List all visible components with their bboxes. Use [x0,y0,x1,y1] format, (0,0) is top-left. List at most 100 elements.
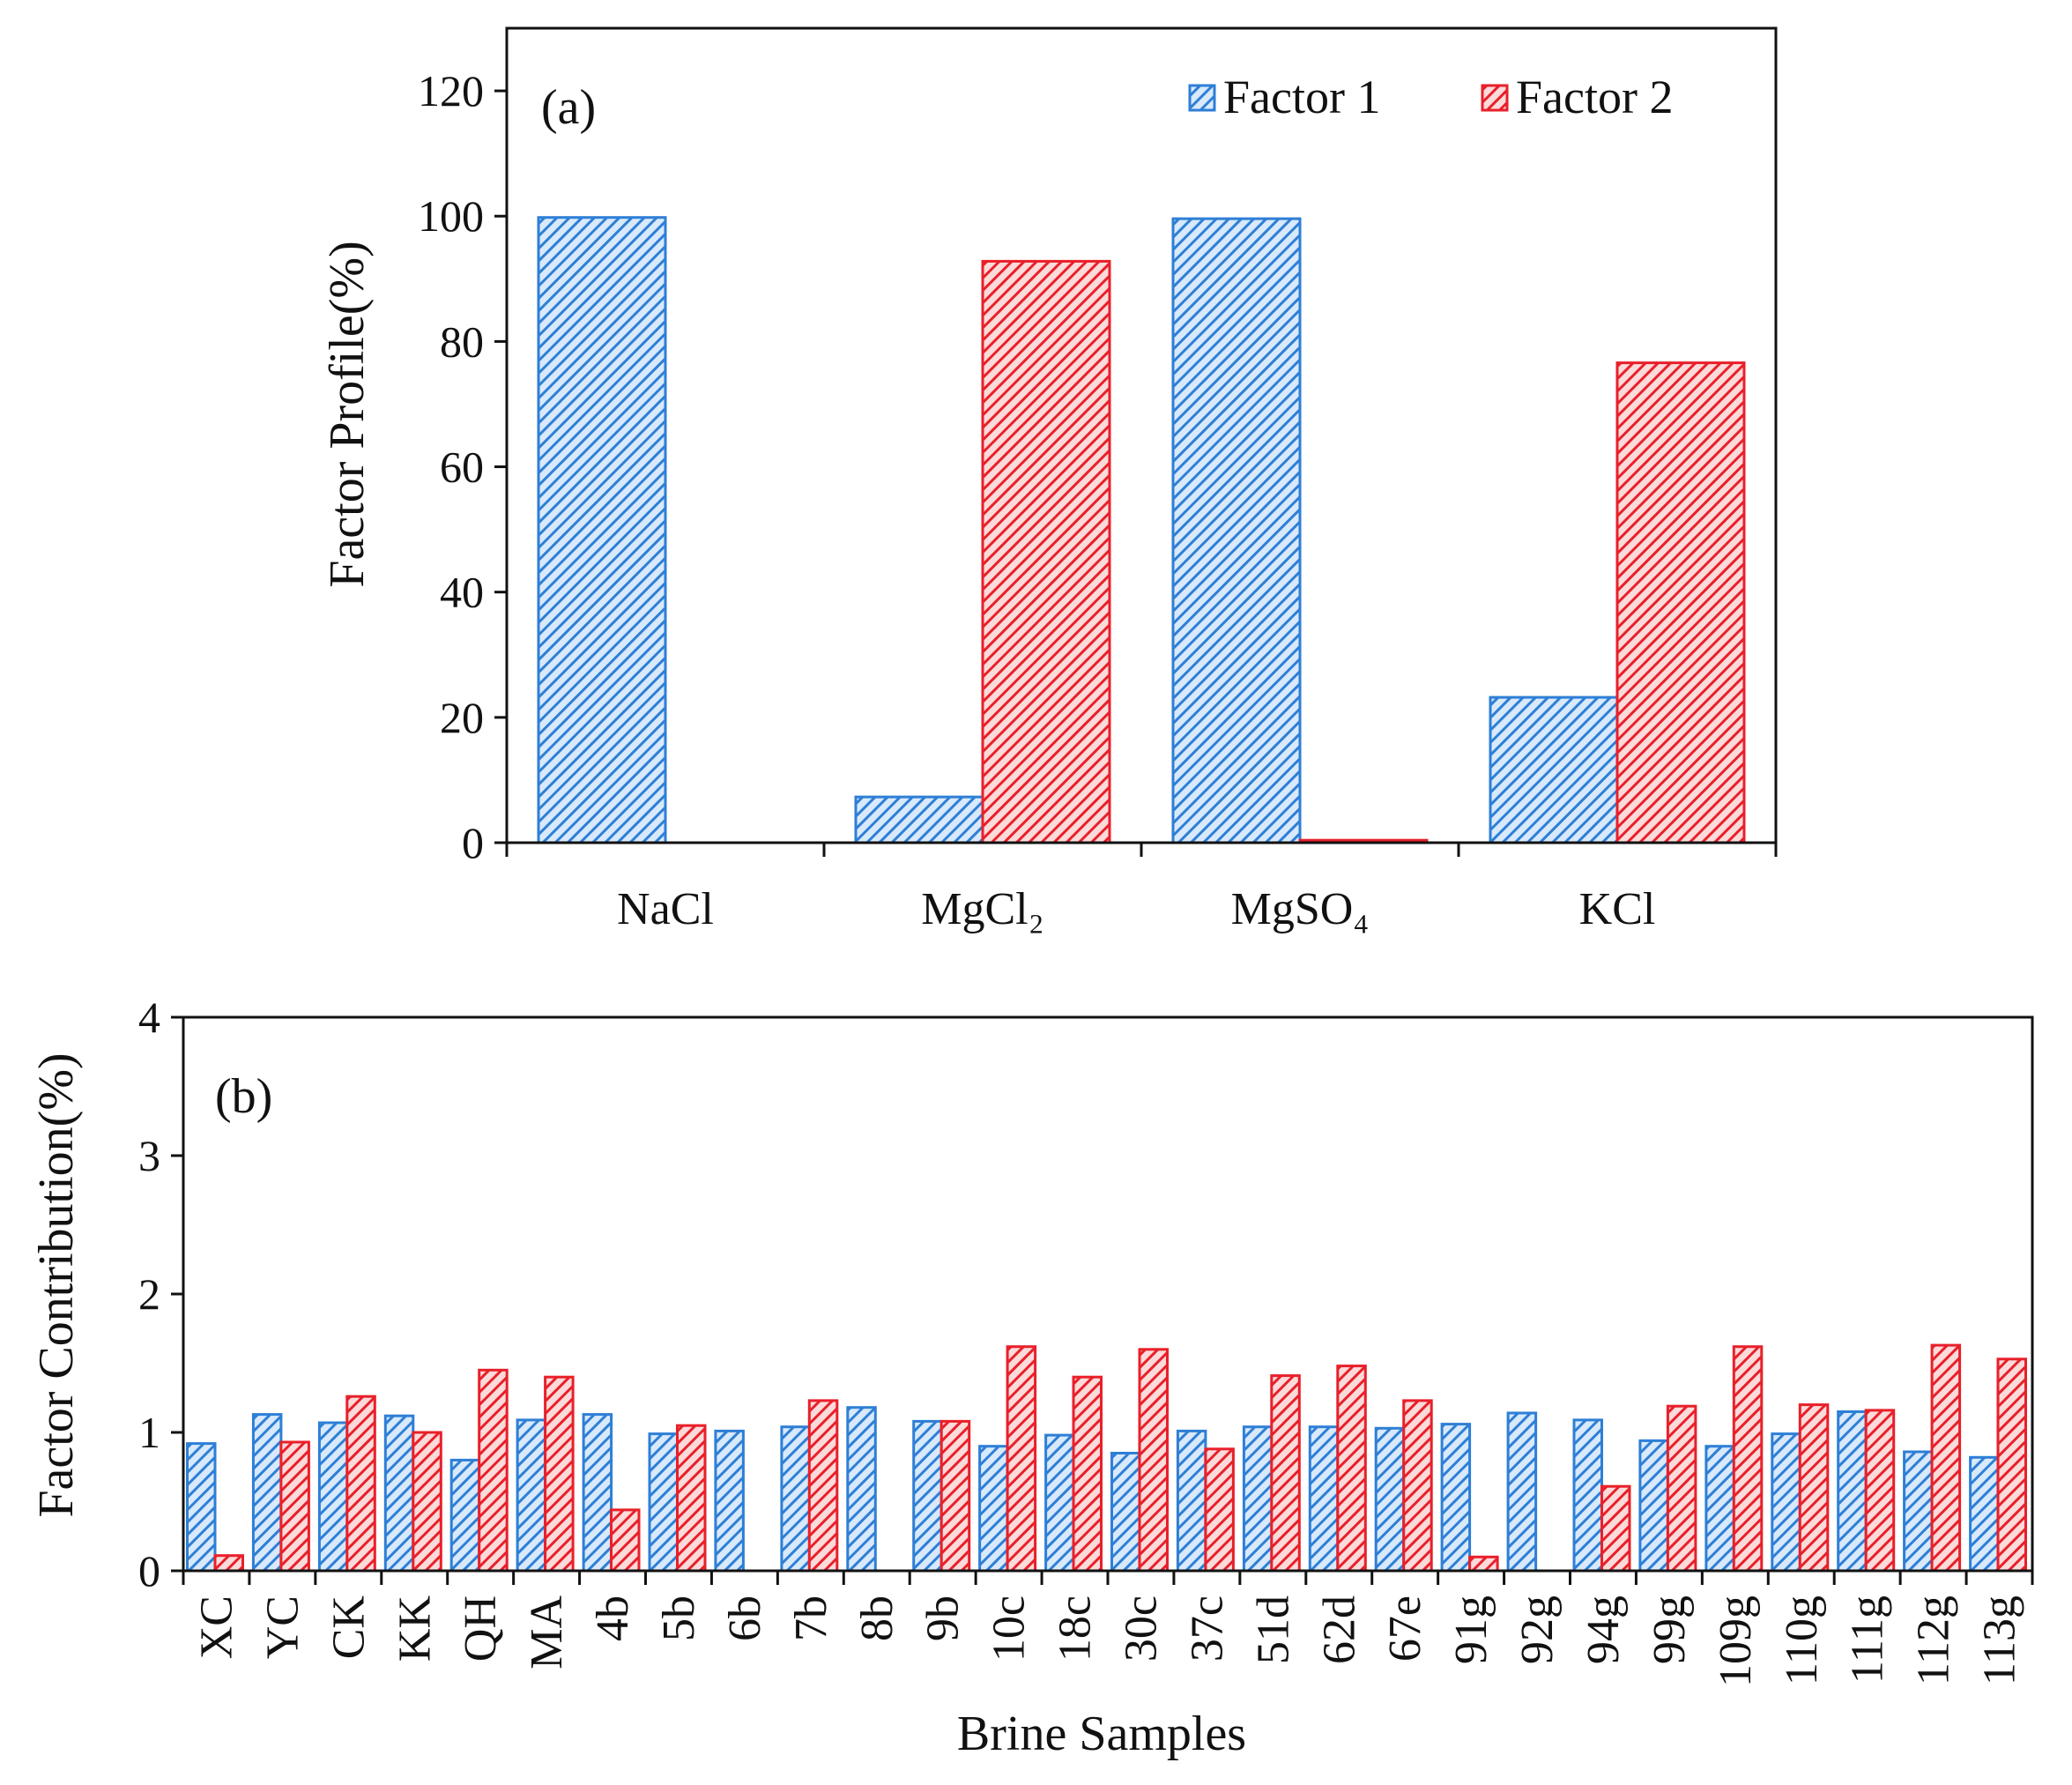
bar-factor-1-MgCl₂ [854,795,984,844]
x-category-label: 99g [1645,1595,1695,1664]
bar-factor-1-6b [714,1429,745,1573]
panel-b-label: (b) [215,1069,272,1124]
x-category-label: MA [522,1595,572,1670]
x-category-label: KCl [1579,884,1656,934]
bar-factor-1-37c [1176,1429,1207,1573]
panel-a-legend: Factor 1 Factor 2 [1188,71,1673,123]
y-tick-label: 60 [440,443,484,492]
panel-b: 0 1 2 3 4 XC YC CK KK QH MA 4b 5b 6b 7b 8b 9b 10c 18c 30c 3… [29,993,2034,1761]
y-tick-label: 100 [418,191,484,241]
panel-a-x-ticks: NaCl MgCl₂ MgSO₄ KCl [505,843,1778,934]
bar-factor-2-51d [1270,1374,1301,1573]
bar-factor-2-MgCl₂ [981,259,1111,844]
panel-a-y-ticks: 0 20 40 60 80 100 120 [418,66,507,867]
bar-factor-2-94g [1600,1484,1631,1573]
bar-factor-2-18c [1072,1375,1103,1573]
bar-factor-1-MgSO₄ [1171,217,1302,844]
panel-b-x-axis-title: Brine Samples [957,1707,1246,1761]
panel-a-y-axis-title: Factor Profile(%) [320,241,375,587]
bar-factor-1-109g [1704,1445,1735,1573]
x-category-label: KK [390,1595,440,1662]
bar-factor-2-67e [1402,1399,1433,1573]
bar-factor-2-QH [478,1368,509,1573]
bar-factor-2-111g [1864,1409,1896,1573]
x-category-label: 8b [852,1595,902,1641]
x-category-label: 7b [786,1595,836,1641]
bar-factor-1-KCl [1489,695,1619,844]
x-category-label: MgSO₄ [1231,884,1370,934]
bar-factor-1-92g [1506,1411,1538,1573]
x-category-label: 9b [918,1595,969,1641]
bar-factor-1-62d [1308,1425,1340,1573]
x-category-label: 110g [1777,1595,1827,1685]
x-category-label: QH [456,1595,506,1662]
x-category-label: 113g [1975,1595,2025,1685]
legend-swatch-factor-2 [1481,84,1509,112]
bar-factor-1-67e [1374,1426,1406,1573]
x-category-label: 5b [654,1595,704,1641]
bar-factor-1-111g [1837,1410,1868,1573]
y-tick-label: 20 [440,693,484,742]
bar-factor-1-10c [978,1445,1009,1573]
bar-factor-2-9b [939,1419,971,1573]
bar-factor-2-112g [1930,1343,1962,1573]
x-category-label: MgCl₂ [921,884,1044,934]
x-category-label: 91g [1446,1595,1496,1664]
x-category-label: 109g [1711,1595,1761,1687]
y-tick-label: 40 [440,568,484,617]
x-category-label: 62d [1314,1595,1364,1664]
bar-factor-2-KCl [1615,361,1746,844]
x-category-label: 37c [1182,1595,1232,1662]
bar-factor-1-NaCl [537,216,667,844]
x-category-label: 51d [1248,1595,1298,1664]
bar-factor-1-51d [1242,1425,1274,1573]
bar-factor-1-CK [317,1421,349,1573]
bar-factor-2-109g [1732,1345,1764,1573]
bar-factor-1-YC [251,1413,283,1573]
bar-factor-1-112g [1903,1450,1934,1573]
bar-factor-1-9b [912,1419,943,1573]
x-category-label: 94g [1578,1595,1629,1664]
bar-factor-1-18c [1044,1433,1075,1573]
bar-factor-1-XC [186,1442,217,1573]
bar-factor-2-10c [1006,1345,1037,1573]
bar-factor-2-MA [544,1375,575,1573]
y-tick-label: 3 [138,1131,160,1180]
x-category-label: 18c [1051,1595,1101,1662]
x-category-label: 4b [588,1595,638,1641]
bar-factor-2-110g [1798,1403,1830,1573]
y-tick-label: 80 [440,316,484,366]
x-category-label: XC [192,1595,242,1659]
x-category-label: 111g [1843,1595,1893,1684]
bar-factor-1-7b [780,1425,811,1573]
y-tick-label: 2 [138,1269,160,1319]
bar-factor-1-5b [648,1432,679,1573]
bar-factor-1-MA [516,1418,547,1573]
panel-a: 0 20 40 60 80 100 120 NaCl MgCl₂ MgSO₄ KCl (a) Fa… [320,26,1778,934]
bar-factor-2-91g [1468,1555,1499,1573]
legend-label-factor-2: Factor 2 [1516,71,1673,123]
bar-factor-2-113g [1996,1357,2027,1573]
bar-factor-1-91g [1440,1423,1472,1573]
bar-factor-1-QH [449,1458,481,1573]
x-category-label: 112g [1909,1595,1959,1685]
bar-factor-2-5b [676,1424,707,1573]
x-category-label: NaCl [617,884,714,934]
bar-factor-2-7b [807,1399,839,1573]
bar-factor-1-4b [582,1413,613,1573]
bar-factor-2-30c [1138,1348,1169,1573]
legend-swatch-factor-1 [1188,84,1216,112]
y-tick-label: 120 [418,66,484,115]
legend-label-factor-1: Factor 1 [1223,71,1380,123]
bar-factor-2-CK [345,1395,376,1573]
y-tick-label: 4 [138,993,160,1042]
panel-b-x-ticks: XC YC CK KK QH MA 4b 5b 6b 7b 8b 9b 10c 18c 30c 37c 51d 6… [182,1571,2034,1687]
bar-factor-2-YC [279,1440,310,1573]
bar-factor-2-62d [1336,1365,1367,1573]
bar-factor-1-99g [1638,1439,1669,1573]
y-tick-label: 0 [462,818,484,867]
bar-factor-1-94g [1572,1418,1603,1573]
x-category-label: 6b [720,1595,770,1641]
